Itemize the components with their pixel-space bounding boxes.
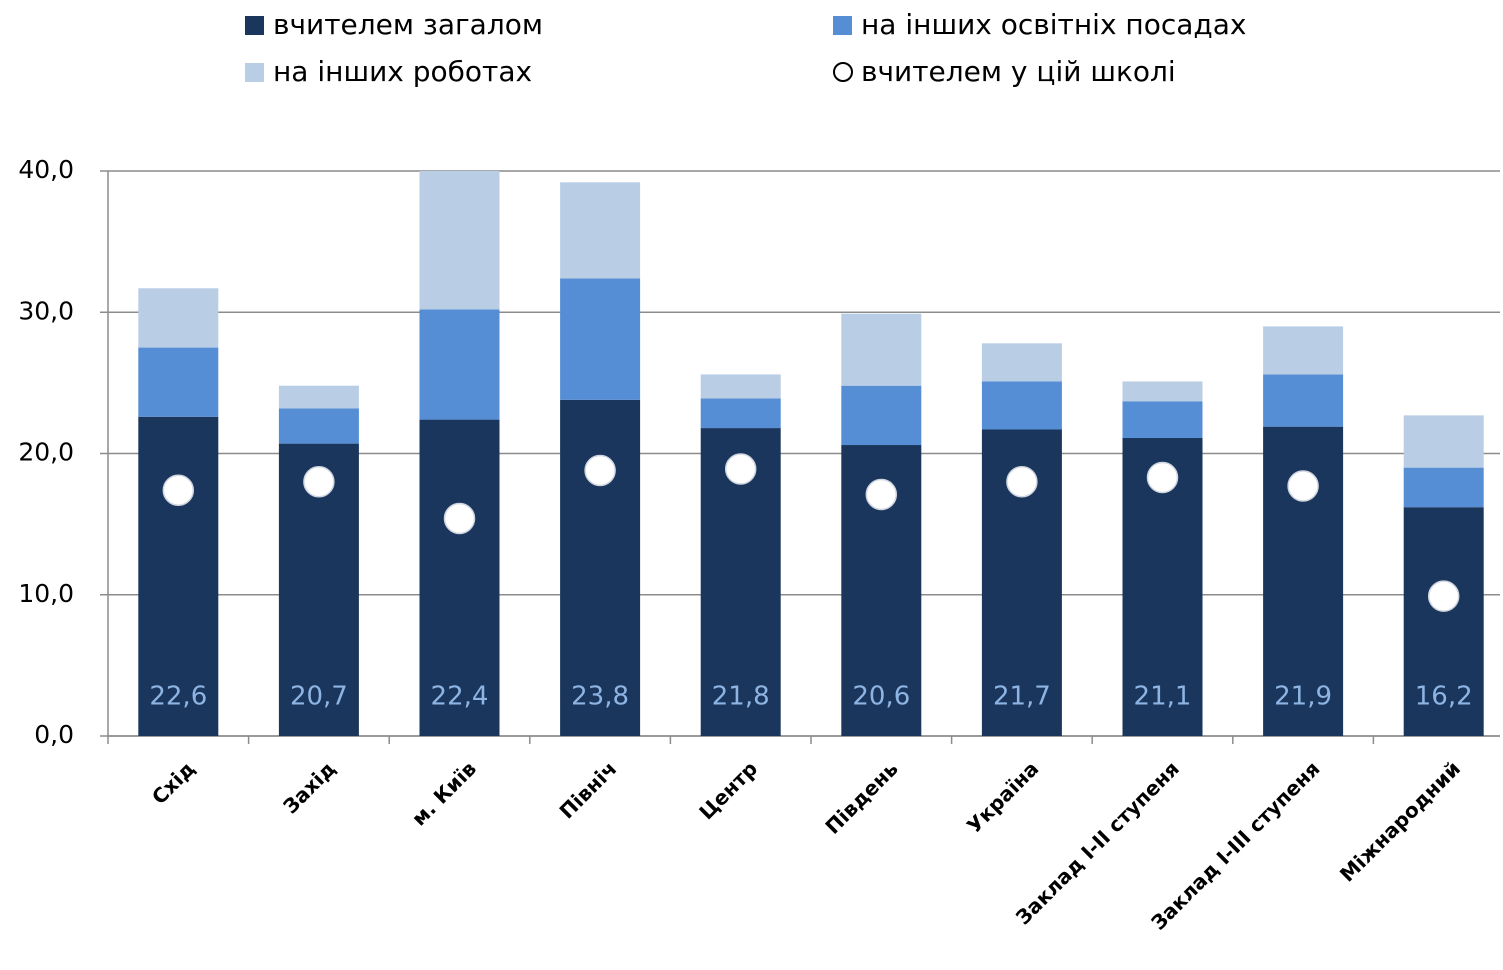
bar-segment [278,385,359,409]
legend-marker [833,62,853,82]
data-label: 21,1 [1134,682,1192,712]
bar-segment [1263,374,1344,427]
dot [584,454,616,487]
bar-segment [1403,467,1484,508]
x-tick-label-group: Центр [694,756,762,824]
legend-marker [245,63,264,82]
dot [1006,466,1038,498]
dot [724,453,757,485]
legend-marker [245,16,264,35]
bar-segment [1122,381,1203,402]
x-tick-label: Захід [278,756,340,818]
y-tick-label: 30,0 [18,296,74,325]
dot [865,478,898,511]
y-tick-label: 40,0 [18,155,74,184]
bar-segment [278,408,359,444]
dot [303,466,335,498]
bar-segment [560,278,641,400]
bar-segment [419,171,500,310]
data-label: 20,6 [852,682,910,712]
bar-segment [700,398,781,429]
bar-segment [138,288,219,348]
legend-label: на інших освітніх посадах [861,8,1247,41]
x-tick-label: Центр [694,756,762,824]
data-label: 22,4 [431,682,489,712]
dot [1146,461,1179,494]
x-tick-label: м. Київ [407,756,481,830]
legend-label: на інших роботах [273,55,532,88]
x-tick-label: Північ [555,756,622,823]
bar-segment [1403,415,1484,468]
data-label: 21,8 [712,682,770,712]
x-tick-label: Україна [962,756,1043,837]
bar-segment [138,347,219,417]
x-tick-label-group: м. Київ [407,756,481,830]
x-tick-label: Схід [147,756,200,809]
bar-segment [419,309,500,420]
bar-segment [419,419,500,736]
y-tick-label: 10,0 [18,579,74,608]
bar-segment [138,416,219,736]
x-tick-label: Міжнародний [1335,756,1465,886]
bar-segment [841,385,922,446]
dot [1427,580,1460,612]
x-tick-label-group: Південь [820,756,902,838]
bar-segment [560,182,641,279]
x-tick-label-group: Північ [555,756,622,823]
x-tick-label: Заклад І-ІІ ступеня [1011,756,1184,929]
y-tick-label: 0,0 [34,720,74,749]
data-label: 22,6 [149,682,207,712]
data-label: 16,2 [1415,682,1473,712]
bar-segment [841,313,922,386]
dot [162,474,195,506]
data-label: 21,9 [1274,682,1332,712]
bar-segment [700,374,781,399]
bar-segment [1122,401,1203,438]
data-label: 23,8 [571,682,629,712]
bar-segment [981,381,1062,430]
x-tick-label-group: Україна [962,756,1043,837]
x-tick-label-group: Заклад І-ІІ ступеня [1011,756,1184,929]
x-tick-label-group: Захід [278,756,340,818]
dot [443,502,476,535]
legend-label: вчителем загалом [273,8,543,41]
dot [1287,470,1319,502]
bar-segment [981,343,1062,382]
data-label: 20,7 [290,682,348,712]
x-tick-label-group: Міжнародний [1335,756,1465,886]
x-tick-label-group: Схід [147,756,200,809]
data-label: 21,7 [993,682,1051,712]
bar-segment [1263,326,1344,375]
bar-segment [1403,507,1484,736]
x-tick-label: Південь [820,756,902,838]
legend-marker [833,16,852,35]
y-tick-label: 20,0 [18,438,74,467]
legend-label: вчителем у цій школі [861,55,1176,88]
